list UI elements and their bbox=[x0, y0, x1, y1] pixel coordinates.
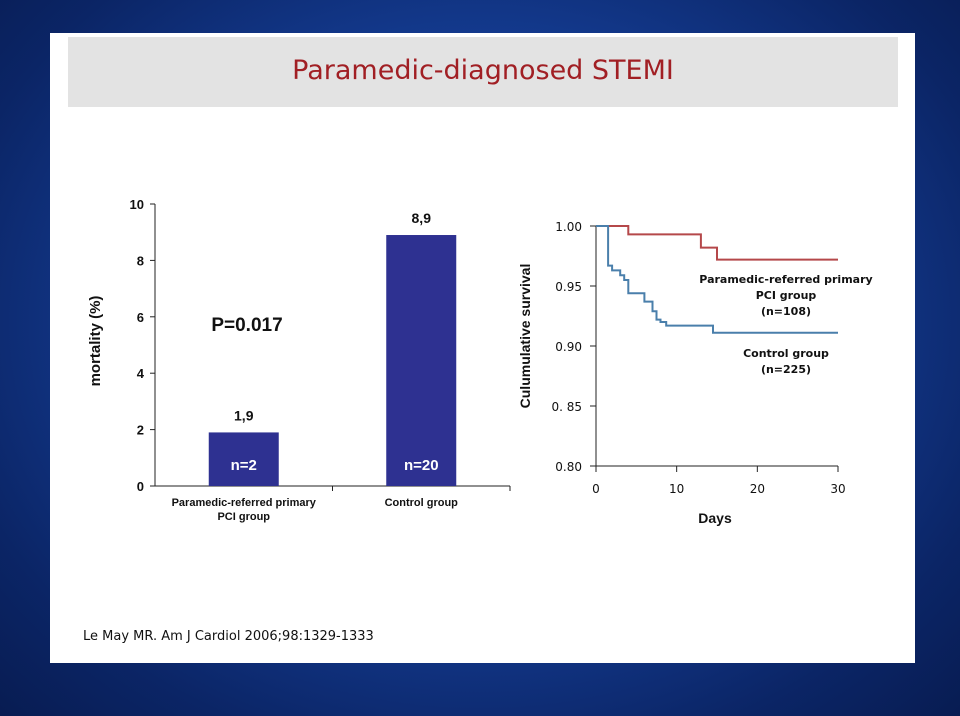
series-label-paramedic: (n=108) bbox=[761, 305, 811, 318]
x-category-label: Paramedic-referred primary bbox=[172, 497, 317, 509]
survival-curve-paramedic bbox=[596, 225, 838, 261]
bar-value-label: 8,9 bbox=[412, 210, 432, 226]
title-band: Paramedic-diagnosed STEMI bbox=[68, 37, 898, 107]
bar-n-label: n=2 bbox=[231, 457, 257, 474]
x-tick-label: 0 bbox=[592, 482, 600, 496]
bar bbox=[208, 432, 279, 486]
bar bbox=[386, 235, 457, 486]
y-axis-label: Culumulative survival bbox=[517, 264, 533, 409]
series-label-control: Control group bbox=[743, 347, 829, 360]
p-value-annotation: P=0.017 bbox=[211, 315, 282, 336]
x-tick-label: 10 bbox=[669, 482, 684, 496]
y-tick-label: 2 bbox=[137, 423, 144, 438]
x-tick-label: 30 bbox=[830, 482, 845, 496]
y-tick-label: 0. 85 bbox=[551, 400, 582, 414]
x-tick-label: 20 bbox=[750, 482, 765, 496]
slide-title: Paramedic-diagnosed STEMI bbox=[292, 55, 674, 86]
bar-value-label: 1,9 bbox=[234, 407, 254, 423]
x-category-label: PCI group bbox=[217, 511, 270, 523]
y-tick-label: 0.90 bbox=[555, 340, 582, 354]
y-tick-label: 4 bbox=[137, 366, 145, 381]
series-label-paramedic: PCI group bbox=[756, 289, 817, 302]
y-tick-label: 0 bbox=[137, 479, 144, 494]
series-label-paramedic: Paramedic-referred primary bbox=[699, 273, 872, 286]
x-axis-label: Days bbox=[698, 510, 732, 526]
slide: Paramedic-diagnosed STEMI Le May MR. Am … bbox=[50, 33, 915, 663]
bar-n-label: n=20 bbox=[404, 457, 439, 474]
y-tick-label: 0.80 bbox=[555, 460, 582, 474]
y-tick-label: 0.95 bbox=[555, 280, 582, 294]
y-tick-label: 10 bbox=[130, 197, 144, 212]
survival-curve-control bbox=[596, 225, 838, 334]
citation: Le May MR. Am J Cardiol 2006;98:1329-133… bbox=[83, 629, 374, 644]
y-tick-label: 8 bbox=[137, 253, 144, 268]
x-category-label: Control group bbox=[385, 497, 459, 509]
y-tick-label: 6 bbox=[137, 310, 144, 325]
y-axis-label: mortality (%) bbox=[87, 296, 104, 387]
y-tick-label: 1.00 bbox=[555, 220, 582, 234]
series-label-control: (n=225) bbox=[761, 363, 811, 376]
